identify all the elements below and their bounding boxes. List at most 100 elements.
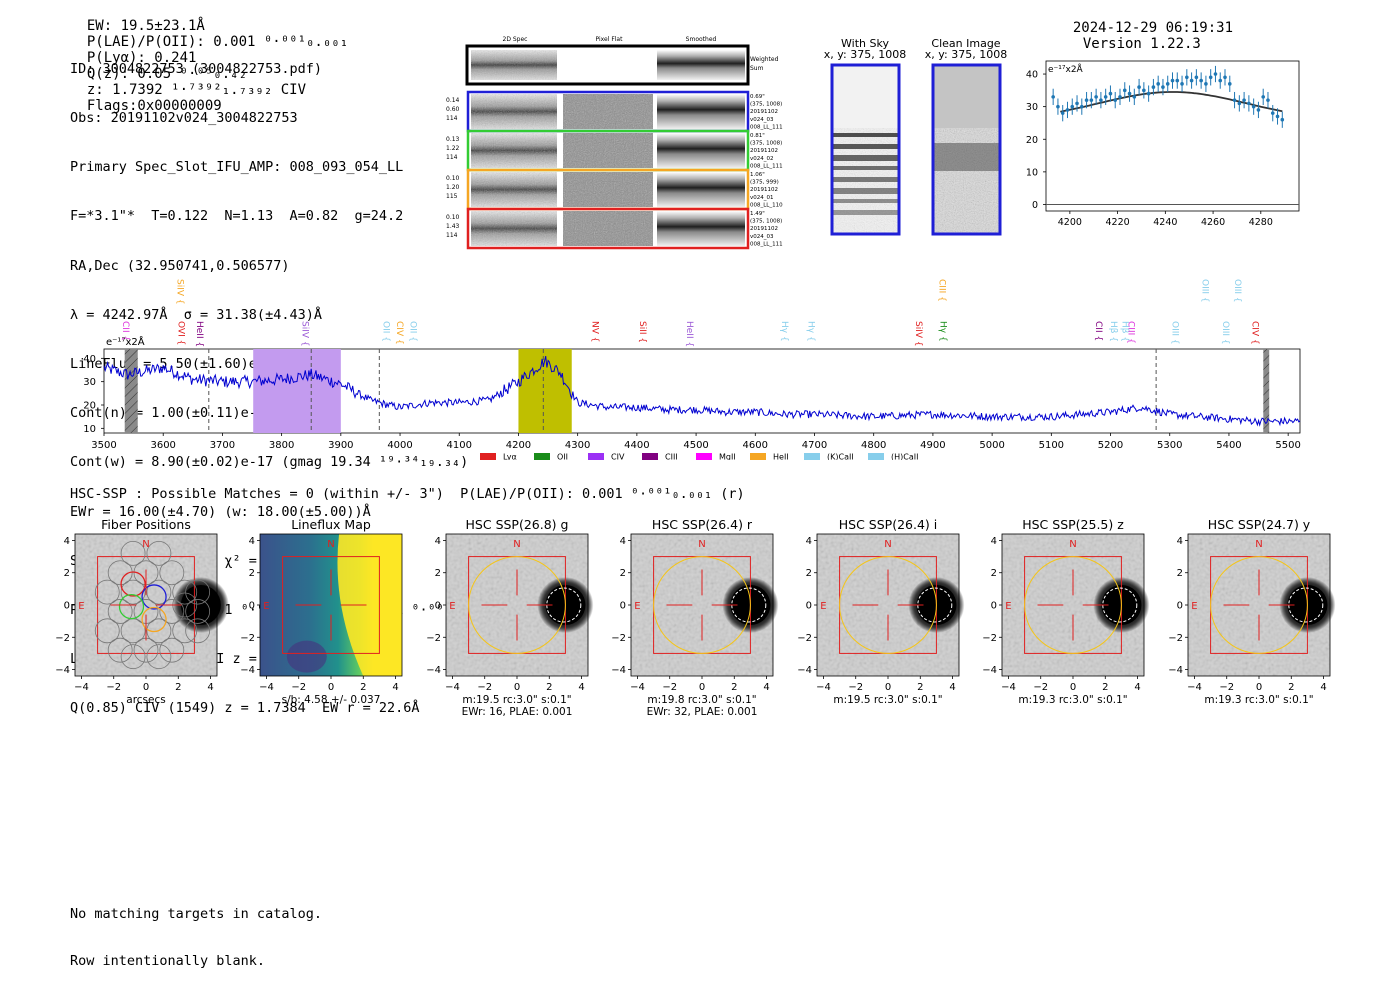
spectrum-shaded-region <box>253 349 341 433</box>
cutout-right-info: 008_LL_111 <box>750 241 783 247</box>
fiber-circle <box>172 579 198 605</box>
zoom-model-curve <box>1060 91 1283 113</box>
weighted-label: Weighted <box>750 56 779 63</box>
cutout-right-info: 008_LL_110 <box>750 202 783 208</box>
zoom-x-tick-label: 4260 <box>1201 217 1225 228</box>
fiber-circle <box>120 644 146 670</box>
lineflux-dark-blob <box>286 640 327 673</box>
panel-y-tick-label: −4 <box>1168 665 1183 676</box>
legend-label: OII <box>557 453 568 461</box>
fiber-circle <box>94 618 120 644</box>
info-line: LineFlux = 5.50(±1.60)e-15 <box>70 356 282 373</box>
spectrum-line-label: CIV { <box>1250 321 1260 345</box>
cutout-right-info: 20191102 <box>750 109 778 115</box>
panel-x-tick-label: −2 <box>106 682 121 693</box>
cutout-right-info: (375, 1008) <box>750 102 782 108</box>
catalog-footer: No matching targets in catalog. Row inte… <box>70 876 322 985</box>
spectrum-x-tick-label: 4100 <box>447 440 472 451</box>
panel-x-tick-label: 4 <box>207 682 213 693</box>
spectrum-line-label: SiII { <box>637 321 647 343</box>
sky-line-band <box>832 133 899 137</box>
spectrum-x-tick-label: 3800 <box>269 440 294 451</box>
panel-y-tick-label: 4 <box>249 536 255 547</box>
panel-x-tick-label: −2 <box>1219 682 1234 693</box>
info-line: Obs: 20191102v024_3004822753 <box>70 110 298 127</box>
panel-caption: EWr: 16, PLAE: 0.001 <box>462 706 573 718</box>
zoom-data-point <box>1266 98 1270 102</box>
fiber-circle <box>185 599 211 624</box>
cutout-2d-noise <box>471 133 557 168</box>
panel-y-tick-label: −4 <box>240 665 255 676</box>
panel-y-tick-label: −2 <box>1168 633 1183 644</box>
catalog-source-ellipse <box>1288 587 1324 623</box>
legend-swatch <box>868 453 884 460</box>
east-label: E <box>820 601 826 612</box>
legend-label: (K)CaII <box>827 453 854 461</box>
legend-item: (K)CaII <box>804 453 854 461</box>
zoom-data-point <box>1113 98 1118 102</box>
zoom-data-point <box>1261 95 1265 99</box>
cutout-col-title: Smoothed <box>686 36 717 43</box>
panel-x-tick-label: 0 <box>328 682 334 693</box>
lineflux-bright-region <box>337 534 402 676</box>
sky-line-band <box>832 166 899 170</box>
spectrum-x-tick-label: 4400 <box>624 440 649 451</box>
panel-y-tick-label: 2 <box>991 568 997 579</box>
panel-caption: arcsecs <box>126 694 165 706</box>
header-plae: P(LAE)/P(OII): 0.001 ⁰·⁰⁰¹₀.₀₀₁ <box>86 34 349 50</box>
panel-y-tick-label: −4 <box>55 665 70 676</box>
panel-y-tick-label: 4 <box>620 536 626 547</box>
panel-x-tick-label: −2 <box>1033 682 1048 693</box>
header-version: Version 1.22.3 <box>1082 36 1201 52</box>
panel-x-tick-label: −4 <box>445 682 460 693</box>
zoom-x-tick-label: 4240 <box>1153 217 1177 228</box>
zoom-data-point <box>1189 78 1194 83</box>
sky-line-band <box>832 144 899 149</box>
legend-swatch <box>480 453 496 460</box>
zoom-data-point <box>1132 95 1137 99</box>
legend-item: CIII <box>642 453 678 460</box>
zoom-data-point <box>1218 78 1223 83</box>
zoom-data-point <box>1089 98 1094 102</box>
hsc-match-line: HSC-SSP : Possible Matches = 0 (within +… <box>70 486 745 502</box>
east-label: E <box>263 601 269 612</box>
weighted-sum-cutout: Weighted Sum <box>465 44 779 86</box>
cutout-right-info: v024_03 <box>750 234 774 240</box>
panel-title: HSC SSP(26.8) g <box>466 517 569 532</box>
spectrum-x-tick-label: 4900 <box>920 440 945 451</box>
weighted-label: Sum <box>750 65 764 72</box>
north-label: N <box>1255 539 1262 550</box>
spectrum-x-tick-label: 5400 <box>1216 440 1241 451</box>
fiber-circle-highlight <box>118 593 145 620</box>
info-line: EWr = 16.00(±4.70) (w: 18.00(±5.00))Å <box>70 503 371 520</box>
panel-title: Lineflux Map <box>291 517 371 532</box>
zoom-data-point <box>1270 111 1275 115</box>
panel-x-tick-label: 2 <box>1288 682 1294 693</box>
fiber-circle-highlight <box>120 571 146 597</box>
panel-x-tick-label: 4 <box>763 682 769 693</box>
east-label: E <box>634 601 640 612</box>
spectrum-line-label: CIII { <box>937 279 947 302</box>
cutout-smoothed <box>657 94 745 129</box>
cutout-right-info: 20191102 <box>750 148 778 154</box>
zoom-data-point <box>1108 91 1113 96</box>
panel-caption: m:19.3 rc:3.0" s:0.1" <box>1204 694 1313 706</box>
sky-line-band <box>832 188 899 194</box>
legend-swatch <box>534 453 550 460</box>
panel-caption: m:19.5 rc:3.0" s:0.1" <box>462 694 571 706</box>
zoom-data-point <box>1103 95 1108 99</box>
imaging-panel: Lineflux Map N E −4 −2 0 2 4 4 2 0 −2 −4 s/b: 4.58 +/… <box>240 517 403 706</box>
panel-x-tick-label: −2 <box>662 682 677 693</box>
catalog-source-ellipse <box>731 587 767 623</box>
zoom-data-point <box>1170 78 1175 83</box>
cutout-left-stat: 0.10 <box>446 214 460 221</box>
panel-x-tick-label: −2 <box>477 682 492 693</box>
spectrum-line-label: NV { <box>590 321 600 342</box>
spectrum-y-tick-label: 40 <box>83 354 96 365</box>
cutout-right-info: v024_01 <box>750 195 774 201</box>
panel-caption: EWr: 32, PLAE: 0.001 <box>647 706 758 718</box>
spectrum-x-tick-label: 3600 <box>150 440 175 451</box>
cutout-left-stat: 1.43 <box>446 223 460 230</box>
